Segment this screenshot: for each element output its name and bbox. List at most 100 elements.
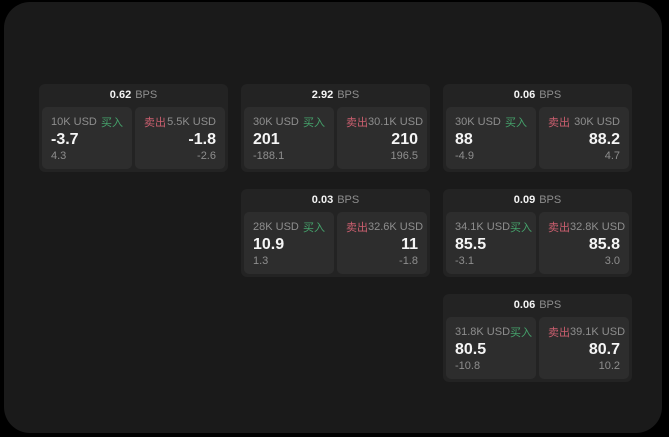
sell-side-label: 卖出 xyxy=(346,222,368,234)
buy-size-label: 28K USD xyxy=(253,221,299,233)
buy-quote-panel[interactable]: 34.1K USD 买入 85.5 -3.1 xyxy=(446,212,536,274)
sell-price: 210 xyxy=(391,131,418,148)
bps-unit-label: BPS xyxy=(539,299,562,311)
buy-side-label: 买入 xyxy=(101,117,123,129)
sell-quote-panel[interactable]: 卖出 32.8K USD 85.8 3.0 xyxy=(539,212,629,274)
buy-size-label: 30K USD xyxy=(455,116,501,128)
sell-side-label: 卖出 xyxy=(548,222,570,234)
sell-quote-panel[interactable]: 卖出 32.6K USD 11 -1.8 xyxy=(337,212,427,274)
buy-size-label: 30K USD xyxy=(253,116,299,128)
sell-delta: 10.2 xyxy=(598,360,620,372)
sell-side-label: 卖出 xyxy=(346,117,368,129)
buy-delta: -3.1 xyxy=(455,255,474,267)
buy-side-label: 买入 xyxy=(510,327,533,339)
buy-delta: 1.3 xyxy=(253,255,269,267)
buy-quote-panel[interactable]: 10K USD 买入 -3.7 4.3 xyxy=(42,107,132,169)
buy-panel-top: 10K USD 买入 xyxy=(51,114,123,130)
quotes-grid: 0.62 BPS 10K USD 买入 -3.7 4.3 卖出 5.5K USD… xyxy=(39,84,632,382)
quote-card: 2.92 BPS 30K USD 买入 201 -188.1 卖出 30.1K … xyxy=(241,84,430,172)
bps-value: 0.06 xyxy=(513,89,536,101)
buy-size-label: 34.1K USD xyxy=(455,221,511,233)
quote-card: 0.03 BPS 28K USD 买入 10.9 1.3 卖出 32.6K US… xyxy=(241,189,430,277)
bps-value: 0.62 xyxy=(109,89,132,101)
sell-size-label: 30.1K USD xyxy=(368,116,424,128)
sell-panel-top: 卖出 32.8K USD xyxy=(548,219,625,235)
buy-panel-top: 31.8K USD 买入 xyxy=(455,324,532,340)
sell-side-label: 卖出 xyxy=(548,117,570,129)
card-bps-header: 0.09 BPS xyxy=(443,189,632,210)
sell-price: -1.8 xyxy=(188,131,216,148)
sell-panel-top: 卖出 39.1K USD xyxy=(548,324,625,340)
sell-panel-top: 卖出 5.5K USD xyxy=(144,114,216,130)
buy-quote-panel[interactable]: 28K USD 买入 10.9 1.3 xyxy=(244,212,334,274)
sell-panel-top: 卖出 32.6K USD xyxy=(346,219,423,235)
buy-panel-top: 28K USD 买入 xyxy=(253,219,325,235)
sell-quote-panel[interactable]: 卖出 30K USD 88.2 4.7 xyxy=(539,107,629,169)
quote-card-body: 34.1K USD 买入 85.5 -3.1 卖出 32.8K USD 85.8… xyxy=(443,210,632,277)
buy-delta: 4.3 xyxy=(51,150,67,162)
sell-price: 85.8 xyxy=(588,236,620,253)
buy-panel-top: 34.1K USD 买入 xyxy=(455,219,532,235)
quote-card: 0.06 BPS 30K USD 买入 88 -4.9 卖出 30K USD 8… xyxy=(443,84,632,172)
sell-delta: 196.5 xyxy=(390,150,418,162)
quote-card-body: 10K USD 买入 -3.7 4.3 卖出 5.5K USD -1.8 -2.… xyxy=(39,105,228,172)
sell-size-label: 32.8K USD xyxy=(570,221,626,233)
quote-card: 0.06 BPS 31.8K USD 买入 80.5 -10.8 卖出 39.1… xyxy=(443,294,632,382)
buy-quote-panel[interactable]: 31.8K USD 买入 80.5 -10.8 xyxy=(446,317,536,379)
buy-delta: -4.9 xyxy=(455,150,474,162)
quote-card-body: 28K USD 买入 10.9 1.3 卖出 32.6K USD 11 -1.8 xyxy=(241,210,430,277)
buy-price: -3.7 xyxy=(51,131,79,148)
quote-card-body: 30K USD 买入 88 -4.9 卖出 30K USD 88.2 4.7 xyxy=(443,105,632,172)
buy-price: 201 xyxy=(253,131,280,148)
buy-quote-panel[interactable]: 30K USD 买入 201 -188.1 xyxy=(244,107,334,169)
buy-delta: -188.1 xyxy=(253,150,285,162)
app-window: 0.62 BPS 10K USD 买入 -3.7 4.3 卖出 5.5K USD… xyxy=(4,2,662,433)
buy-size-label: 31.8K USD xyxy=(455,326,511,338)
bps-value: 0.03 xyxy=(311,194,334,206)
sell-panel-top: 卖出 30K USD xyxy=(548,114,620,130)
quote-card: 0.09 BPS 34.1K USD 买入 85.5 -3.1 卖出 32.8K… xyxy=(443,189,632,277)
bps-unit-label: BPS xyxy=(539,89,562,101)
buy-delta: -10.8 xyxy=(455,360,481,372)
buy-side-label: 买入 xyxy=(303,222,325,234)
buy-panel-top: 30K USD 买入 xyxy=(253,114,325,130)
buy-price: 10.9 xyxy=(253,236,285,253)
buy-side-label: 买入 xyxy=(303,117,325,129)
buy-panel-top: 30K USD 买入 xyxy=(455,114,527,130)
sell-delta: -2.6 xyxy=(197,150,216,162)
bps-unit-label: BPS xyxy=(337,89,360,101)
bps-value: 2.92 xyxy=(311,89,334,101)
sell-size-label: 39.1K USD xyxy=(570,326,626,338)
card-bps-header: 2.92 BPS xyxy=(241,84,430,105)
card-bps-header: 0.06 BPS xyxy=(443,84,632,105)
card-bps-header: 0.06 BPS xyxy=(443,294,632,315)
quote-card-body: 30K USD 买入 201 -188.1 卖出 30.1K USD 210 1… xyxy=(241,105,430,172)
buy-side-label: 买入 xyxy=(510,222,533,234)
sell-side-label: 卖出 xyxy=(548,327,570,339)
bps-unit-label: BPS xyxy=(337,194,360,206)
buy-price: 88 xyxy=(455,131,473,148)
bps-value: 0.09 xyxy=(513,194,536,206)
buy-price: 85.5 xyxy=(455,236,487,253)
sell-delta: 4.7 xyxy=(604,150,620,162)
buy-quote-panel[interactable]: 30K USD 买入 88 -4.9 xyxy=(446,107,536,169)
bps-unit-label: BPS xyxy=(135,89,158,101)
sell-quote-panel[interactable]: 卖出 30.1K USD 210 196.5 xyxy=(337,107,427,169)
quote-card: 0.62 BPS 10K USD 买入 -3.7 4.3 卖出 5.5K USD… xyxy=(39,84,228,172)
sell-panel-top: 卖出 30.1K USD xyxy=(346,114,423,130)
card-bps-header: 0.62 BPS xyxy=(39,84,228,105)
bps-value: 0.06 xyxy=(513,299,536,311)
sell-size-label: 30K USD xyxy=(574,116,620,128)
sell-size-label: 32.6K USD xyxy=(368,221,424,233)
sell-price: 11 xyxy=(401,236,418,253)
quote-card-body: 31.8K USD 买入 80.5 -10.8 卖出 39.1K USD 80.… xyxy=(443,315,632,382)
buy-size-label: 10K USD xyxy=(51,116,97,128)
sell-price: 80.7 xyxy=(588,341,620,358)
sell-quote-panel[interactable]: 卖出 5.5K USD -1.8 -2.6 xyxy=(135,107,225,169)
sell-side-label: 卖出 xyxy=(144,117,166,129)
sell-delta: -1.8 xyxy=(399,255,418,267)
buy-side-label: 买入 xyxy=(505,117,527,129)
sell-quote-panel[interactable]: 卖出 39.1K USD 80.7 10.2 xyxy=(539,317,629,379)
card-bps-header: 0.03 BPS xyxy=(241,189,430,210)
buy-price: 80.5 xyxy=(455,341,487,358)
